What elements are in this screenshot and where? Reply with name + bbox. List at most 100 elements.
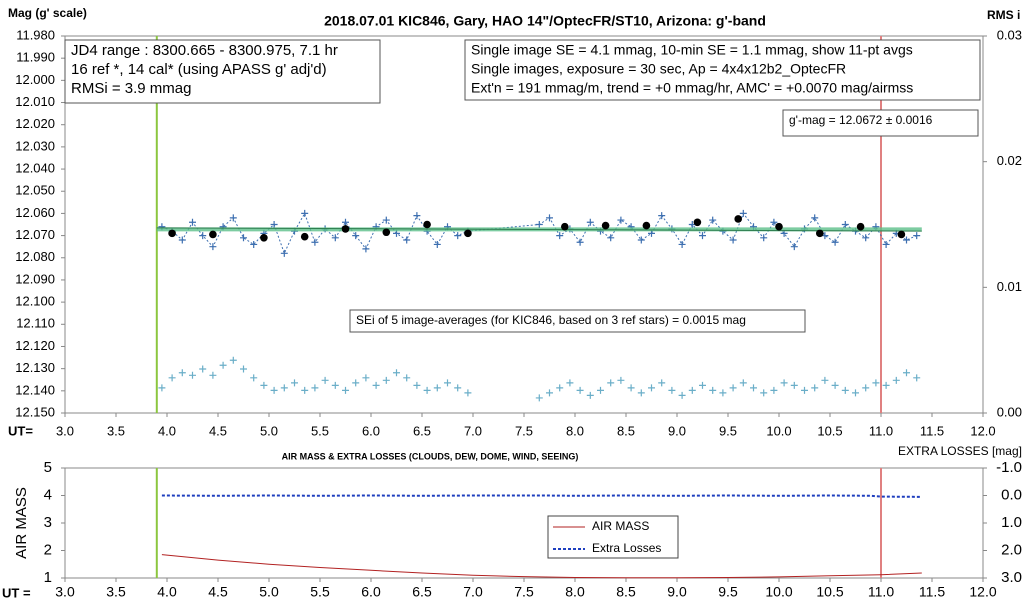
y-axis-label: AIR MASS — [13, 487, 30, 559]
average-point — [734, 215, 742, 223]
average-point — [209, 230, 217, 239]
point — [321, 376, 329, 384]
point — [790, 381, 798, 389]
y-tick-label: 3 — [44, 514, 52, 531]
point — [882, 240, 890, 248]
point — [403, 374, 411, 382]
y2-axis-label: EXTRA LOSSES [mag] — [898, 444, 1022, 458]
annotation-box — [782, 109, 979, 137]
point — [841, 386, 849, 394]
point — [586, 218, 594, 226]
y-tick-label: 12.120 — [15, 338, 55, 353]
point — [546, 389, 553, 397]
average-point — [897, 230, 906, 239]
point — [372, 381, 380, 389]
point — [158, 384, 166, 392]
point — [709, 386, 717, 394]
point — [464, 389, 472, 397]
point — [852, 389, 859, 397]
point — [913, 232, 921, 240]
point — [311, 238, 319, 246]
point — [342, 218, 349, 226]
x-tick-label: 8.0 — [565, 584, 585, 600]
point — [280, 384, 288, 392]
point — [331, 381, 339, 389]
x-tick-label: 7.0 — [464, 423, 482, 438]
point — [576, 386, 584, 394]
x-tick-label: 7.5 — [515, 423, 533, 438]
average-point — [642, 221, 651, 230]
x-tick-label: 11.5 — [920, 423, 944, 438]
point — [342, 386, 349, 394]
annotation-text: RMSi = 3.9 mmag — [71, 80, 191, 97]
point — [311, 384, 319, 392]
series-line — [161, 554, 922, 579]
point — [566, 379, 574, 387]
point — [219, 361, 227, 369]
x-tick-label: 6.5 — [413, 423, 431, 438]
y-tick-label: 12.020 — [15, 116, 55, 131]
point — [403, 236, 411, 244]
point — [658, 379, 666, 387]
point — [301, 386, 309, 394]
point — [260, 381, 268, 389]
point — [750, 384, 757, 392]
x-tick-label: 9.5 — [718, 584, 738, 600]
average-point — [464, 229, 472, 238]
y-tick-label: 11.990 — [16, 50, 55, 65]
annotation-box — [349, 309, 806, 333]
y-tick-label: 12.140 — [15, 382, 55, 397]
x-tick-label: 3.5 — [107, 423, 125, 438]
x-tick-label: 11.0 — [868, 584, 894, 600]
x-tick-label: 11.0 — [869, 423, 893, 438]
point — [811, 214, 819, 222]
legend-box — [547, 515, 679, 559]
annotation-text: JD4 range : 8300.665 - 8300.975, 7.1 hr — [71, 42, 338, 59]
annotation-box — [64, 39, 381, 104]
point — [301, 209, 309, 217]
x-tick-label: 10.5 — [816, 584, 843, 600]
point — [821, 376, 829, 384]
y-tick-label: 12.080 — [15, 249, 55, 264]
y-tick-label: 12.070 — [15, 227, 55, 242]
average-point — [775, 222, 783, 231]
point — [658, 212, 666, 220]
point — [178, 236, 186, 244]
point — [433, 384, 441, 392]
point — [454, 232, 462, 240]
y2-tick-label: 0.03 — [997, 27, 1022, 42]
point — [331, 234, 339, 242]
point — [535, 221, 543, 228]
x-tick-label: 3.5 — [106, 584, 126, 600]
point — [699, 381, 706, 389]
point — [362, 374, 370, 382]
legend-label: Extra Losses — [592, 541, 661, 555]
average-point — [341, 225, 350, 233]
point — [535, 394, 543, 402]
point — [617, 376, 625, 384]
point — [872, 379, 880, 387]
point — [423, 386, 431, 394]
average-point — [300, 232, 309, 241]
point — [433, 240, 441, 248]
x-tick-label: 12.0 — [969, 584, 996, 600]
point — [882, 381, 890, 389]
x-tick-label: 12.0 — [970, 423, 995, 438]
point — [189, 218, 196, 226]
point — [770, 386, 778, 394]
y-tick-label: 12.040 — [15, 160, 55, 175]
y-tick-label: 12.010 — [15, 94, 55, 109]
average-point — [382, 228, 391, 237]
x-tick-label: 8.5 — [617, 423, 635, 438]
series-line — [161, 494, 922, 498]
point — [362, 245, 370, 253]
average-point — [260, 234, 268, 242]
point — [168, 374, 176, 382]
point — [790, 243, 798, 251]
point — [780, 379, 788, 387]
y-tick-label: 12.110 — [16, 316, 55, 331]
point — [546, 214, 553, 222]
point — [382, 216, 390, 224]
y2-tick-label: 1.0 — [1001, 514, 1022, 531]
y-tick-label: 12.030 — [15, 138, 55, 153]
